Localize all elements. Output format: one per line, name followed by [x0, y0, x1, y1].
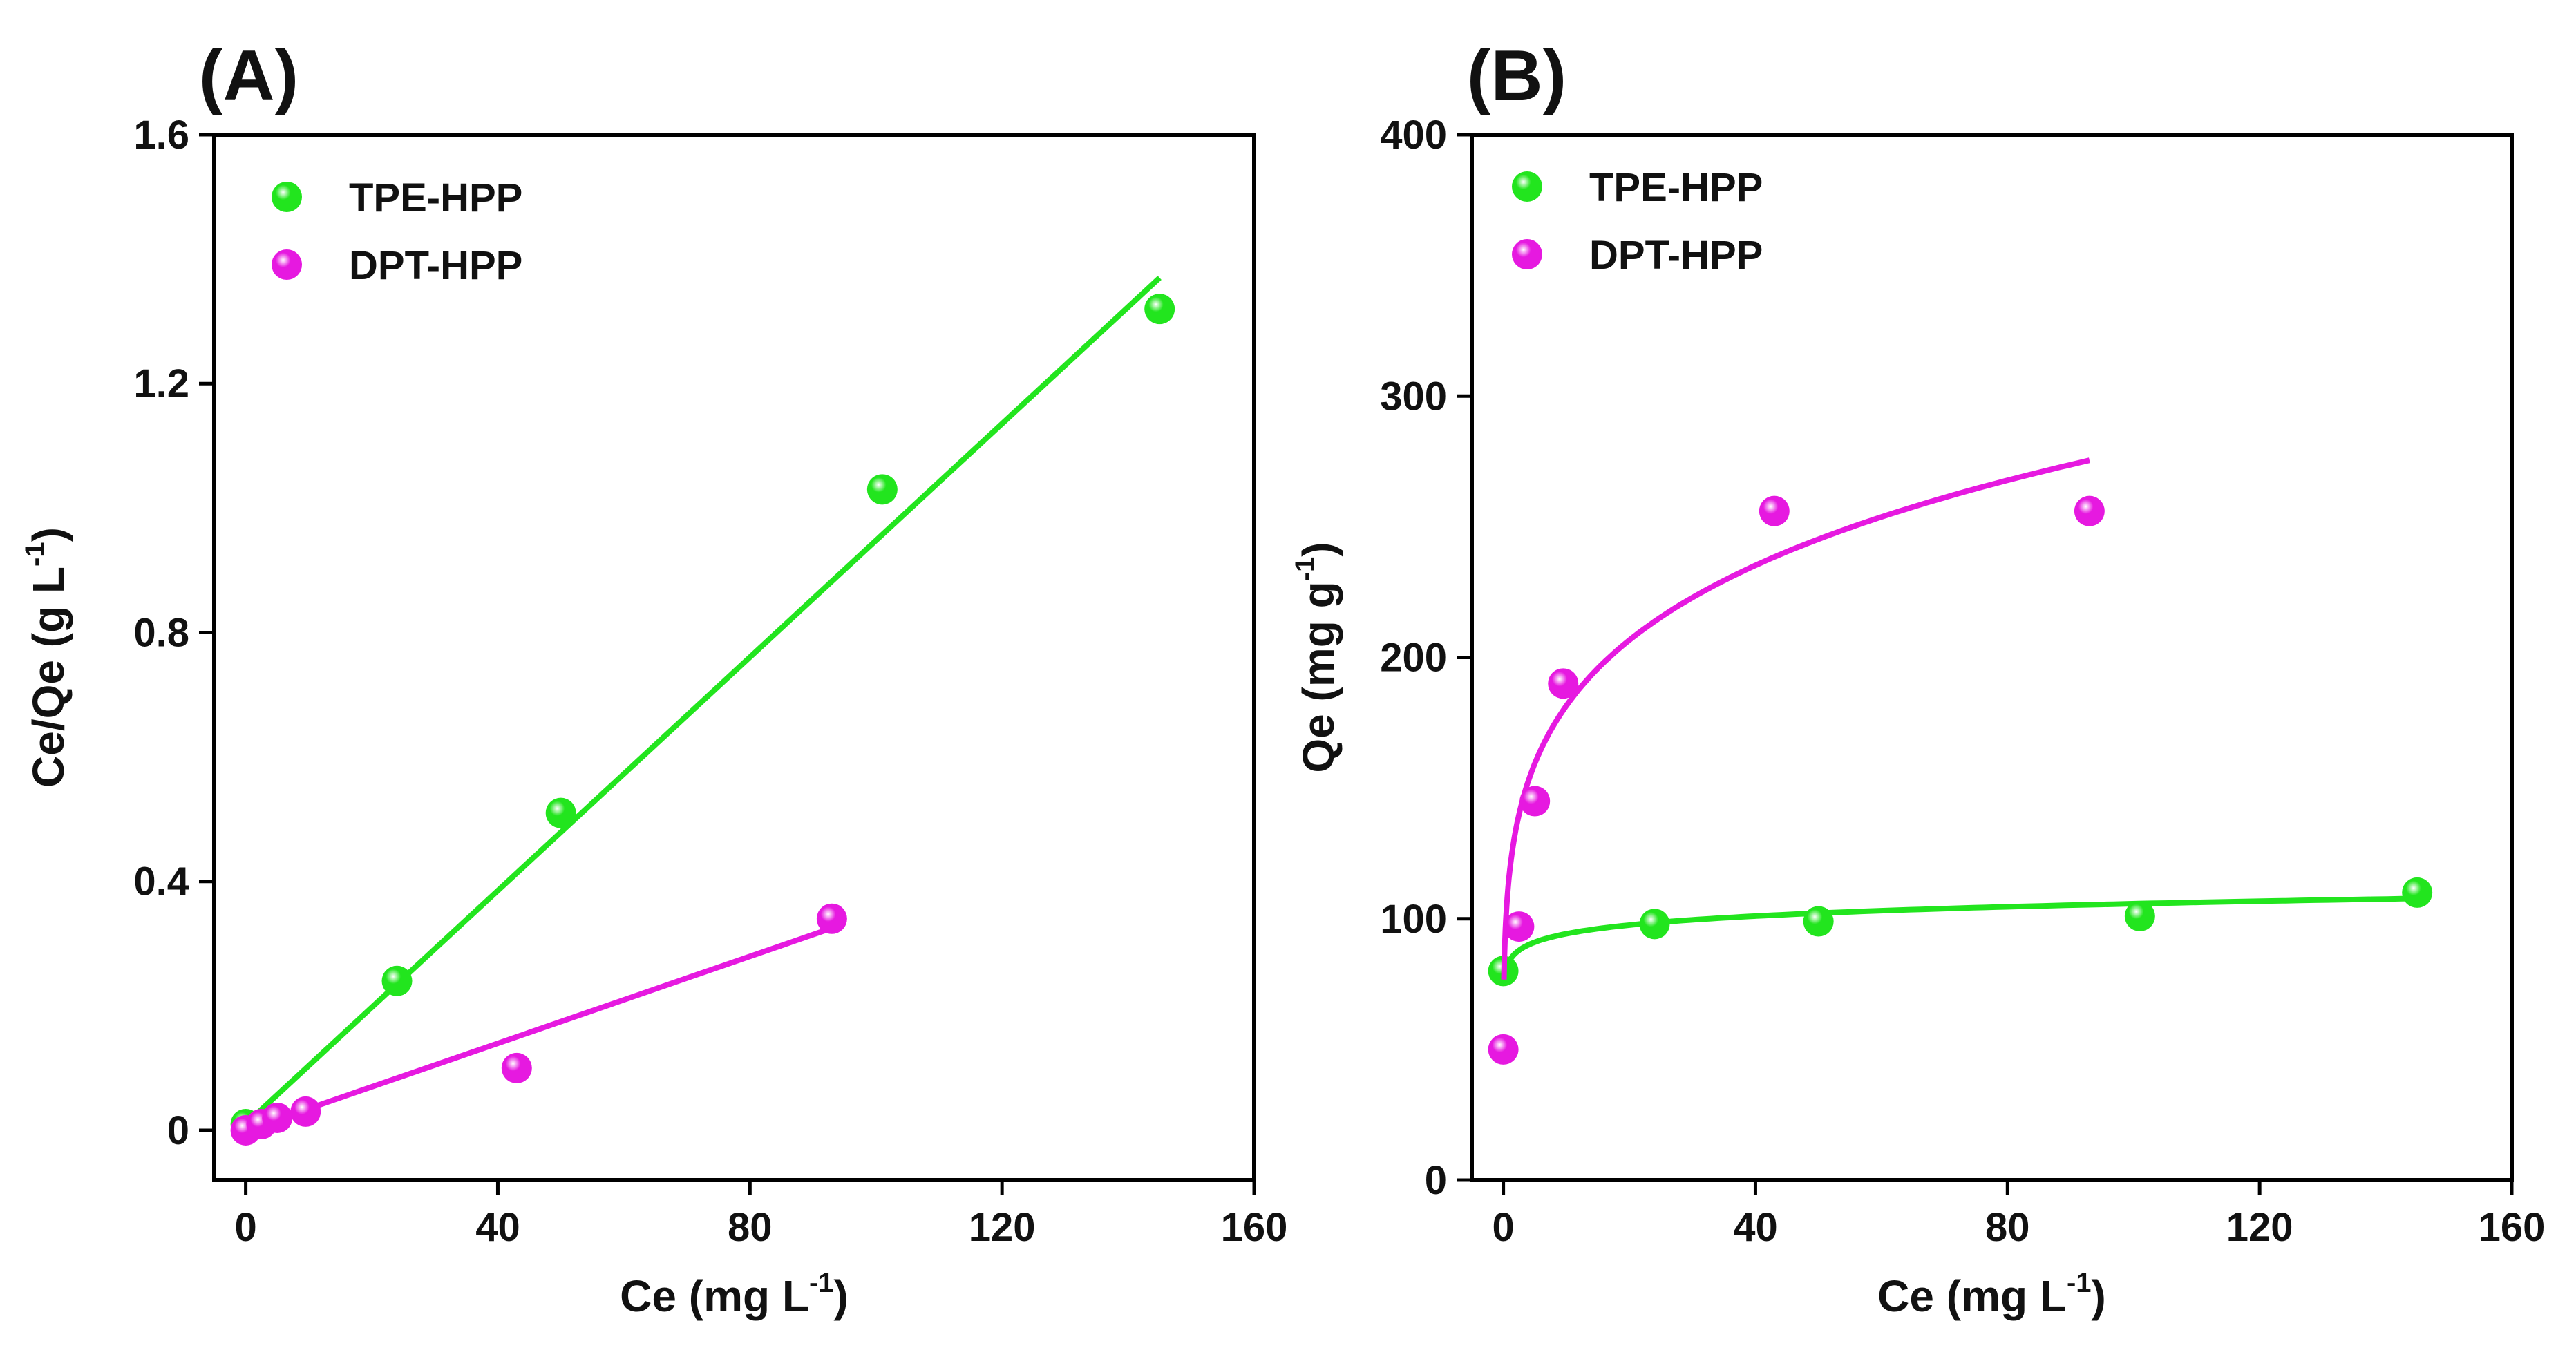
x-axis-title: Ce (mg L-1): [620, 1268, 849, 1321]
legend-marker-tpe-hpp: [1512, 171, 1542, 202]
fit-line-tpe-hpp: [1502, 895, 2418, 974]
data-point-tpe-hpp: [2402, 877, 2433, 908]
x-axis-title-main: Ce (mg L: [620, 1271, 809, 1321]
legend-label-dpt-hpp: DPT-HPP: [1589, 233, 1763, 278]
fit-line-tpe-hpp: [243, 276, 1162, 1126]
y-axis-title-sup: -1: [20, 542, 50, 567]
x-tick-label: 160: [2479, 1205, 2546, 1250]
x-axis-title-sup: -1: [2067, 1268, 2092, 1298]
legend-marker-dpt-hpp: [1512, 239, 1542, 269]
fit-line-dpt-hpp: [245, 925, 833, 1133]
panel-label: (B): [1467, 36, 1566, 116]
y-axis-title-close: ): [1294, 542, 1343, 556]
data-point-dpt-hpp: [1504, 911, 1535, 942]
data-point-dpt-hpp: [1548, 668, 1579, 699]
legend-label-dpt-hpp: DPT-HPP: [349, 243, 522, 288]
y-tick-label: 0: [1425, 1158, 1447, 1203]
x-tick-label: 0: [1492, 1205, 1514, 1250]
data-point-dpt-hpp: [1759, 495, 1790, 526]
data-point-tpe-hpp: [545, 797, 576, 828]
data-point-tpe-hpp: [866, 474, 898, 505]
data-point-dpt-hpp: [1519, 786, 1551, 817]
y-axis-title-close: ): [23, 527, 73, 542]
y-tick-label: 0.8: [133, 610, 189, 655]
y-axis-title-sup: -1: [1290, 557, 1320, 582]
y-axis-title-main: Ce/Qe (g L: [23, 567, 73, 788]
panel-label: (A): [199, 36, 299, 116]
data-point-tpe-hpp: [1144, 294, 1175, 325]
y-tick-label: 1.2: [133, 361, 189, 406]
x-tick-label: 160: [1221, 1205, 1288, 1250]
x-tick-label: 40: [475, 1205, 520, 1250]
x-axis-title-sup: -1: [809, 1268, 834, 1298]
y-axis-title: Ce/Qe (g L-1): [20, 527, 73, 788]
y-tick-label: 400: [1380, 113, 1447, 158]
x-tick-label: 120: [969, 1205, 1036, 1250]
x-tick-label: 0: [234, 1205, 256, 1250]
x-axis-title-close: ): [2092, 1271, 2106, 1321]
x-tick-label: 80: [1985, 1205, 2030, 1250]
data-point-tpe-hpp: [381, 965, 413, 996]
legend-label-tpe-hpp: TPE-HPP: [1589, 165, 1763, 210]
y-tick-label: 200: [1380, 636, 1447, 681]
x-axis-title-main: Ce (mg L: [1877, 1271, 2067, 1321]
y-tick-label: 0.4: [133, 859, 189, 904]
y-tick-label: 100: [1380, 897, 1447, 942]
data-point-dpt-hpp: [2074, 495, 2105, 526]
plot-frame: [212, 133, 1256, 1182]
y-tick-label: 1.6: [133, 113, 189, 158]
data-point-dpt-hpp: [501, 1052, 532, 1083]
y-tick-label: 300: [1380, 374, 1447, 419]
x-axis-title: Ce (mg L-1): [1877, 1268, 2106, 1321]
data-point-dpt-hpp: [1488, 1034, 1519, 1065]
x-tick-label: 80: [728, 1205, 773, 1250]
x-tick-label: 40: [1733, 1205, 1778, 1250]
x-tick-label: 120: [2226, 1205, 2293, 1250]
x-axis-title-close: ): [834, 1271, 849, 1321]
legend-marker-tpe-hpp: [272, 182, 302, 212]
data-point-dpt-hpp: [816, 903, 847, 934]
data-point-dpt-hpp: [290, 1096, 321, 1127]
fit-line-dpt-hpp: [1501, 457, 2090, 980]
plot-frame: [1470, 133, 2514, 1182]
data-point-tpe-hpp: [1639, 909, 1670, 940]
data-point-dpt-hpp: [262, 1102, 293, 1133]
y-axis-title: Qe (mg g-1): [1290, 542, 1343, 772]
data-point-tpe-hpp: [2124, 900, 2155, 931]
data-point-tpe-hpp: [1803, 906, 1834, 937]
legend-marker-dpt-hpp: [272, 249, 302, 280]
y-axis-title-main: Qe (mg g: [1294, 581, 1343, 772]
y-tick-label: 0: [167, 1108, 189, 1153]
legend-label-tpe-hpp: TPE-HPP: [349, 175, 522, 220]
